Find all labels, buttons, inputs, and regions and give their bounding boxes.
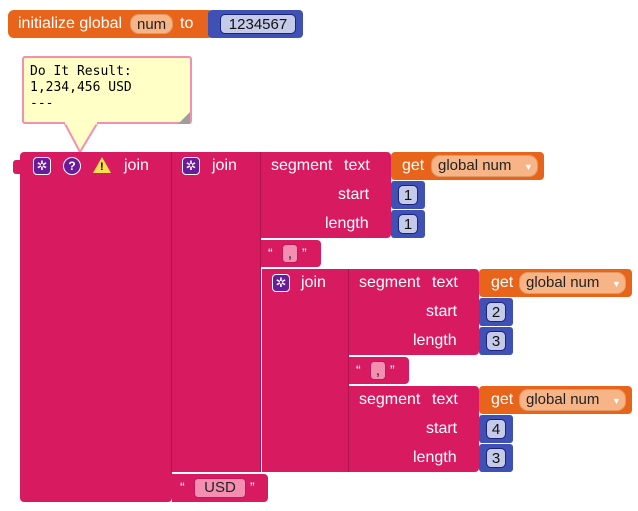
usd-string[interactable]: USD bbox=[194, 478, 246, 498]
inner-join-block[interactable] bbox=[172, 152, 261, 472]
segment-label-1: segment bbox=[271, 157, 333, 174]
gear-icon[interactable]: ✲ bbox=[33, 157, 51, 175]
global-num-dropdown-2[interactable]: global num ▼ bbox=[519, 272, 626, 294]
initialize-global-label: initialize global bbox=[18, 15, 123, 32]
to-label: to bbox=[180, 15, 194, 32]
close-quote-2: ” bbox=[390, 362, 395, 378]
global-num-text-1: global num bbox=[438, 157, 512, 174]
segment-start-label-1: start bbox=[338, 186, 370, 203]
comma-string-1[interactable]: , bbox=[282, 244, 298, 263]
outer-join-puzzle-tab bbox=[13, 160, 23, 174]
variable-name-field[interactable]: num bbox=[130, 14, 174, 34]
comma-string-2[interactable]: , bbox=[370, 361, 386, 380]
number-value-init[interactable]: 1234567 bbox=[220, 14, 296, 34]
global-num-dropdown-3[interactable]: global num ▼ bbox=[519, 389, 626, 411]
outer-join-block[interactable] bbox=[20, 152, 172, 502]
tooltip-line-3: --- bbox=[30, 96, 54, 111]
close-quote-usd: ” bbox=[250, 479, 255, 495]
segment-text-label-3: text bbox=[432, 391, 458, 408]
chevron-down-icon: ▼ bbox=[612, 396, 621, 406]
number-start-2[interactable]: 2 bbox=[486, 302, 506, 322]
gear-icon[interactable]: ✲ bbox=[182, 157, 200, 175]
segment-start-label-2: start bbox=[426, 303, 458, 320]
open-quote-2: “ bbox=[356, 362, 361, 378]
do-it-result-tooltip bbox=[22, 56, 192, 124]
tooltip-pointer bbox=[62, 122, 100, 154]
global-num-dropdown-1[interactable]: global num ▼ bbox=[431, 155, 538, 177]
open-quote-usd: “ bbox=[180, 479, 185, 495]
resize-corner-icon[interactable] bbox=[178, 112, 190, 124]
warning-mark: ! bbox=[100, 161, 104, 173]
segment-label-3: segment bbox=[359, 391, 421, 408]
segment-length-label-3: length bbox=[413, 449, 457, 466]
number-length-1[interactable]: 1 bbox=[398, 214, 418, 234]
outer-join-socket-divider bbox=[171, 152, 172, 472]
inner-join-label: join bbox=[212, 157, 237, 174]
number-start-1[interactable]: 1 bbox=[398, 185, 418, 205]
initialize-global-block[interactable] bbox=[8, 10, 214, 38]
number-length-3[interactable]: 3 bbox=[486, 448, 506, 468]
segment-text-label-2: text bbox=[432, 274, 458, 291]
inner-join-socket-divider bbox=[260, 152, 261, 472]
global-num-text-2: global num bbox=[526, 274, 600, 291]
tooltip-line-1: Do It Result: bbox=[30, 64, 132, 79]
outer-join-label: join bbox=[124, 157, 149, 174]
number-start-3[interactable]: 4 bbox=[486, 419, 506, 439]
segment-label-2: segment bbox=[359, 274, 421, 291]
get-label-2: get bbox=[491, 274, 514, 291]
question-icon[interactable]: ? bbox=[63, 157, 81, 175]
segment-block-1[interactable] bbox=[261, 152, 391, 238]
number-length-2[interactable]: 3 bbox=[486, 331, 506, 351]
segment-length-label-2: length bbox=[413, 332, 457, 349]
close-quote-1: ” bbox=[302, 245, 307, 261]
chevron-down-icon: ▼ bbox=[612, 279, 621, 289]
global-num-text-3: global num bbox=[526, 391, 600, 408]
segment-block-3[interactable] bbox=[349, 386, 479, 472]
open-quote-1: “ bbox=[268, 245, 273, 261]
segment-text-label-1: text bbox=[344, 157, 370, 174]
nested-join-label: join bbox=[301, 274, 326, 291]
segment-block-2[interactable] bbox=[349, 269, 479, 355]
get-label-1: get bbox=[402, 157, 425, 174]
warning-icon[interactable] bbox=[93, 157, 111, 173]
nested-join-block[interactable] bbox=[262, 269, 349, 472]
segment-start-label-3: start bbox=[426, 420, 458, 437]
get-label-3: get bbox=[491, 391, 514, 408]
segment-length-label-1: length bbox=[325, 215, 369, 232]
gear-icon[interactable]: ✲ bbox=[272, 274, 290, 292]
tooltip-line-2: 1,234,456 USD bbox=[30, 80, 132, 95]
chevron-down-icon: ▼ bbox=[524, 162, 533, 172]
nested-join-socket-divider bbox=[348, 269, 349, 472]
